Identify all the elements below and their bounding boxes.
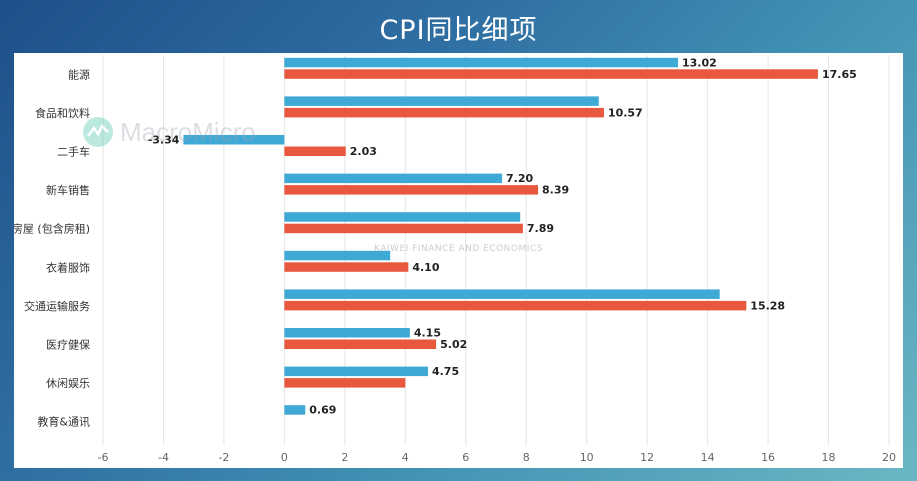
- data-label: 4.15: [414, 327, 441, 340]
- watermark-text: MacroMicro: [120, 116, 256, 147]
- category-label: 交通运输服务: [24, 299, 90, 313]
- bar: [284, 405, 306, 415]
- data-label: 2.03: [350, 145, 377, 158]
- x-tick-label: -6: [98, 451, 109, 464]
- x-tick-label: 16: [761, 451, 775, 464]
- category-label: 衣着服饰: [46, 260, 90, 274]
- kaiwei-watermark: KAIWEI FINANCE AND ECONOMICS: [374, 244, 543, 254]
- bar: [284, 339, 437, 349]
- category-label: 新车销售: [46, 183, 90, 197]
- x-tick-label: 4: [402, 451, 409, 464]
- data-label: 7.89: [527, 222, 554, 235]
- bar: [284, 69, 818, 79]
- x-tick-label: -2: [218, 451, 229, 464]
- bar: [284, 173, 503, 184]
- x-tick-label: 0: [281, 451, 288, 464]
- x-tick-label: 6: [462, 451, 469, 464]
- x-tick-label: 8: [523, 451, 530, 464]
- bar: [284, 57, 678, 68]
- macromicro-watermark: MacroMicro: [82, 116, 256, 148]
- chart-title: CPI同比细项: [379, 15, 538, 46]
- bar: [284, 146, 346, 156]
- x-tick-label: 2: [341, 451, 348, 464]
- bar-chart: -6 -4 -2 0 2 4 6 8 10 12 14 16 18 20 能源 13.02 17.65 食品和饮料…: [12, 55, 896, 464]
- x-tick-label: 18: [822, 451, 836, 464]
- category-label: 医疗健保: [46, 338, 90, 352]
- category-label: 食品和饮料: [35, 106, 90, 120]
- chart-panel: -6 -4 -2 0 2 4 6 8 10 12 14 16 18 20 能源 13.02 17.65 食品和饮料…: [12, 53, 903, 468]
- bar: [284, 262, 409, 272]
- bar: [284, 185, 539, 195]
- category-label: 教育&通讯: [37, 415, 90, 429]
- data-label: 8.39: [542, 184, 569, 197]
- bar: [284, 96, 599, 106]
- data-label: 4.75: [432, 365, 459, 378]
- data-label: 7.20: [506, 172, 533, 185]
- bar: [284, 378, 406, 388]
- x-tick-label: 20: [882, 451, 896, 464]
- bar: [284, 107, 604, 118]
- data-label: 10.57: [608, 106, 643, 119]
- x-tick-label: -4: [158, 451, 169, 464]
- bar: [284, 289, 720, 299]
- x-tick-label: 10: [580, 451, 594, 464]
- category-label: 休闲娱乐: [46, 376, 90, 390]
- data-label: 17.65: [822, 68, 857, 81]
- bar: [284, 328, 410, 338]
- data-label: 0.69: [309, 404, 336, 417]
- category-label: 能源: [68, 67, 90, 81]
- x-tick-label: 12: [640, 451, 654, 464]
- data-label: 5.02: [440, 338, 467, 351]
- data-label: -3.34: [148, 134, 180, 147]
- bar: [183, 135, 285, 145]
- data-label: 4.10: [412, 261, 439, 274]
- category-label: 房屋 (包含房租): [14, 222, 90, 236]
- data-label: 15.28: [750, 299, 785, 312]
- category-label: 二手车: [57, 145, 90, 159]
- data-label: 13.02: [682, 56, 717, 69]
- bar: [284, 212, 521, 222]
- bar: [284, 366, 428, 377]
- x-tick-label: 14: [701, 451, 715, 464]
- bar: [284, 300, 747, 311]
- bar: [284, 250, 391, 261]
- bar: [284, 223, 523, 234]
- macromicro-logo-icon: [83, 117, 113, 147]
